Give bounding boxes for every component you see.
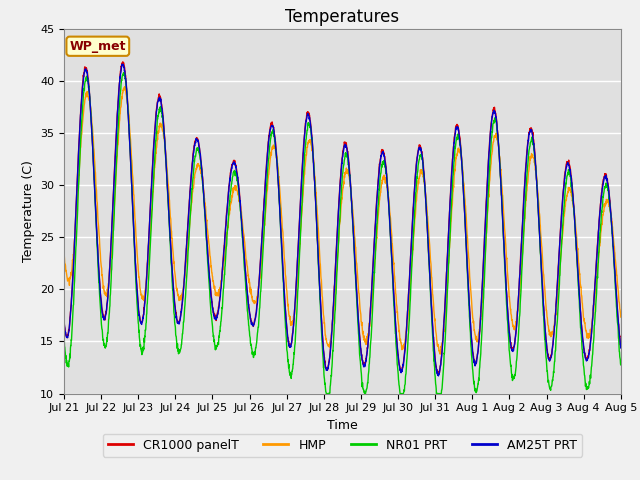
AM25T PRT xyxy=(118,61,126,67)
CR1000 panelT xyxy=(119,59,127,65)
NR01 PRT xyxy=(371,257,379,263)
Y-axis label: Temperature (C): Temperature (C) xyxy=(22,160,35,262)
NR01 PRT xyxy=(216,330,223,336)
AM25T PRT xyxy=(435,373,442,379)
CR1000 panelT xyxy=(505,321,513,327)
Line: CR1000 panelT: CR1000 panelT xyxy=(64,62,621,374)
HMP xyxy=(617,314,625,320)
Line: AM25T PRT: AM25T PRT xyxy=(64,64,621,376)
NR01 PRT xyxy=(323,391,330,396)
HMP xyxy=(216,288,223,293)
AM25T PRT xyxy=(617,345,625,351)
Legend: CR1000 panelT, HMP, NR01 PRT, AM25T PRT: CR1000 panelT, HMP, NR01 PRT, AM25T PRT xyxy=(102,433,582,456)
CR1000 panelT xyxy=(60,316,68,322)
NR01 PRT xyxy=(60,337,68,343)
HMP xyxy=(121,84,129,90)
CR1000 panelT xyxy=(568,181,576,187)
AM25T PRT xyxy=(216,299,223,304)
AM25T PRT xyxy=(584,356,591,362)
NR01 PRT xyxy=(568,189,576,194)
CR1000 panelT xyxy=(584,355,591,360)
HMP xyxy=(60,248,68,254)
HMP xyxy=(505,285,513,291)
Text: WP_met: WP_met xyxy=(70,40,126,53)
CR1000 panelT xyxy=(359,358,367,363)
NR01 PRT xyxy=(120,70,127,75)
HMP xyxy=(568,190,576,195)
AM25T PRT xyxy=(568,185,576,191)
Line: HMP: HMP xyxy=(64,87,621,354)
HMP xyxy=(584,332,591,337)
HMP xyxy=(436,351,444,357)
NR01 PRT xyxy=(359,386,367,392)
AM25T PRT xyxy=(371,232,379,238)
Line: NR01 PRT: NR01 PRT xyxy=(64,72,621,394)
X-axis label: Time: Time xyxy=(327,419,358,432)
CR1000 panelT xyxy=(435,372,443,377)
AM25T PRT xyxy=(505,321,513,327)
Title: Temperatures: Temperatures xyxy=(285,8,399,26)
NR01 PRT xyxy=(505,336,513,342)
CR1000 panelT xyxy=(216,298,223,304)
AM25T PRT xyxy=(359,359,367,365)
NR01 PRT xyxy=(617,362,625,368)
AM25T PRT xyxy=(60,319,68,325)
CR1000 panelT xyxy=(371,230,379,236)
HMP xyxy=(359,331,367,336)
CR1000 panelT xyxy=(617,344,625,350)
NR01 PRT xyxy=(584,386,591,392)
HMP xyxy=(371,259,379,265)
